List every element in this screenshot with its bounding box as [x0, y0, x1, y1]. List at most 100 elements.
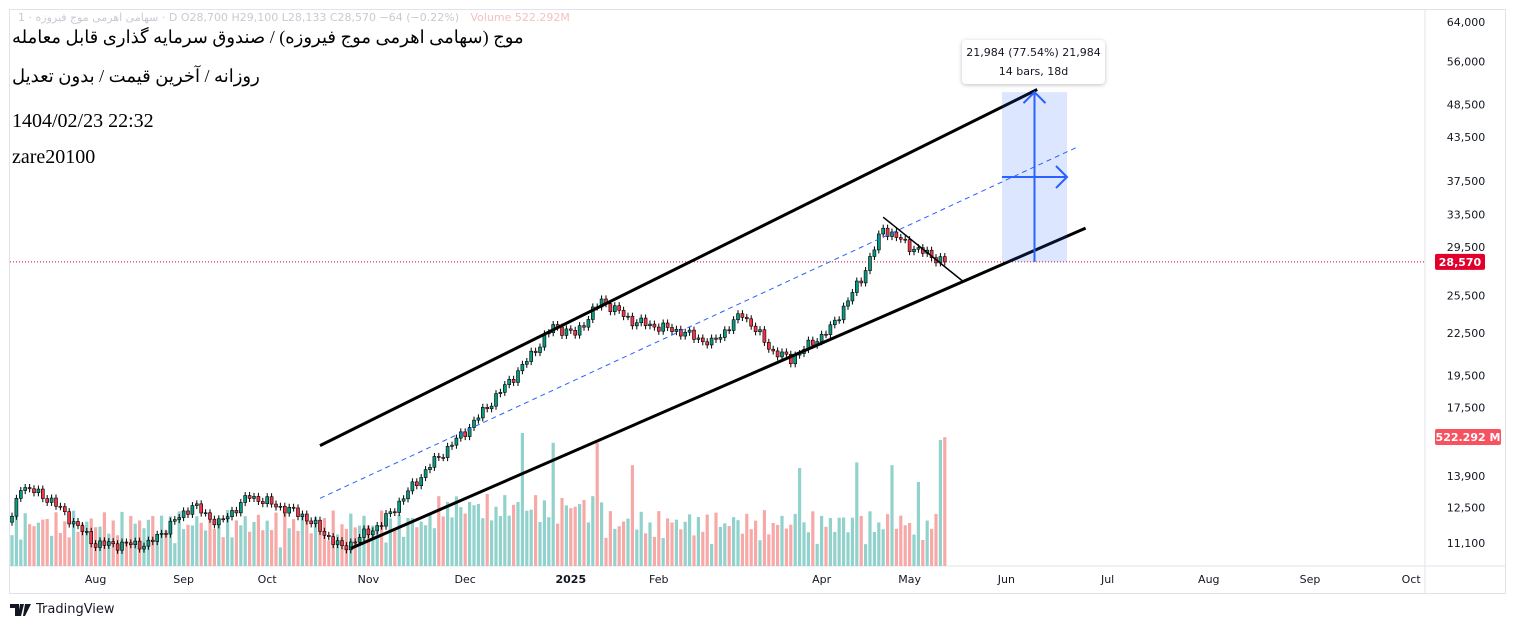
candle[interactable]: [696, 337, 701, 340]
candle[interactable]: [146, 539, 151, 547]
candle[interactable]: [476, 417, 481, 421]
candle[interactable]: [529, 350, 534, 362]
candle[interactable]: [335, 540, 340, 545]
candle[interactable]: [828, 324, 833, 335]
candle[interactable]: [388, 511, 393, 514]
candle[interactable]: [278, 505, 283, 508]
candle[interactable]: [485, 407, 490, 410]
candle[interactable]: [217, 518, 221, 526]
candle[interactable]: [859, 280, 864, 284]
candle[interactable]: [300, 513, 305, 517]
candle[interactable]: [14, 498, 19, 517]
candle[interactable]: [524, 361, 529, 365]
candle[interactable]: [630, 315, 635, 327]
candle[interactable]: [80, 525, 85, 532]
candle[interactable]: [626, 315, 630, 318]
candle[interactable]: [23, 487, 28, 491]
candle[interactable]: [727, 329, 732, 332]
candle[interactable]: [766, 342, 771, 350]
candle[interactable]: [40, 488, 45, 499]
candle[interactable]: [894, 231, 899, 238]
candle[interactable]: [155, 533, 159, 542]
candle[interactable]: [480, 407, 485, 419]
candle[interactable]: [340, 540, 344, 547]
candle[interactable]: [885, 227, 890, 237]
candle[interactable]: [441, 457, 446, 459]
candle[interactable]: [124, 541, 129, 544]
candle[interactable]: [467, 427, 472, 437]
candle[interactable]: [49, 497, 54, 503]
candle[interactable]: [520, 363, 525, 372]
candle[interactable]: [775, 350, 780, 358]
candle[interactable]: [819, 333, 824, 342]
candle[interactable]: [151, 539, 155, 542]
candle[interactable]: [107, 541, 111, 546]
candle[interactable]: [260, 501, 265, 504]
candle[interactable]: [929, 249, 934, 258]
candle[interactable]: [410, 481, 415, 492]
candle[interactable]: [744, 317, 749, 320]
candle[interactable]: [678, 328, 683, 337]
candle[interactable]: [322, 531, 327, 536]
candle[interactable]: [120, 541, 124, 551]
candle[interactable]: [648, 323, 652, 327]
candle[interactable]: [784, 351, 789, 355]
candle[interactable]: [498, 392, 503, 394]
candle[interactable]: [177, 517, 181, 520]
candle[interactable]: [824, 333, 828, 336]
candle[interactable]: [507, 378, 512, 385]
candle[interactable]: [58, 505, 63, 508]
candle[interactable]: [560, 326, 564, 336]
candle[interactable]: [186, 510, 190, 515]
candle[interactable]: [868, 256, 872, 271]
candle[interactable]: [67, 511, 71, 525]
candle[interactable]: [137, 540, 142, 550]
candle[interactable]: [247, 495, 252, 499]
candle[interactable]: [780, 351, 784, 358]
candle[interactable]: [89, 531, 93, 545]
candle[interactable]: [164, 533, 168, 535]
candle[interactable]: [54, 497, 58, 507]
candle[interactable]: [85, 531, 89, 533]
candle[interactable]: [516, 370, 520, 383]
candle[interactable]: [199, 503, 203, 514]
candle[interactable]: [102, 540, 107, 546]
candle[interactable]: [749, 318, 754, 327]
candle[interactable]: [212, 518, 217, 526]
candle[interactable]: [564, 328, 569, 336]
candle[interactable]: [577, 325, 582, 336]
candle[interactable]: [98, 540, 102, 548]
candle[interactable]: [788, 353, 793, 365]
candle[interactable]: [489, 405, 494, 410]
candle[interactable]: [687, 329, 692, 333]
candle[interactable]: [683, 331, 688, 337]
candle[interactable]: [445, 446, 450, 458]
candle[interactable]: [472, 419, 476, 428]
candle[interactable]: [692, 329, 696, 340]
candle[interactable]: [225, 516, 230, 520]
candle[interactable]: [639, 317, 644, 324]
candle[interactable]: [111, 541, 115, 545]
candle[interactable]: [27, 487, 32, 490]
candle[interactable]: [876, 233, 881, 251]
candle[interactable]: [612, 305, 617, 312]
candle[interactable]: [62, 506, 67, 512]
candle[interactable]: [714, 337, 718, 340]
candle[interactable]: [18, 490, 23, 499]
candle[interactable]: [221, 518, 225, 521]
candle[interactable]: [841, 305, 846, 321]
candle[interactable]: [414, 481, 419, 487]
candle[interactable]: [890, 231, 894, 237]
candle[interactable]: [309, 520, 314, 525]
candle[interactable]: [384, 513, 388, 527]
candle[interactable]: [190, 505, 195, 515]
candle[interactable]: [458, 431, 463, 439]
candle[interactable]: [133, 540, 137, 545]
candle[interactable]: [243, 495, 247, 503]
candle[interactable]: [436, 456, 441, 458]
candle[interactable]: [586, 319, 591, 328]
candle[interactable]: [621, 309, 626, 317]
candle[interactable]: [274, 503, 278, 508]
candle[interactable]: [252, 496, 256, 499]
